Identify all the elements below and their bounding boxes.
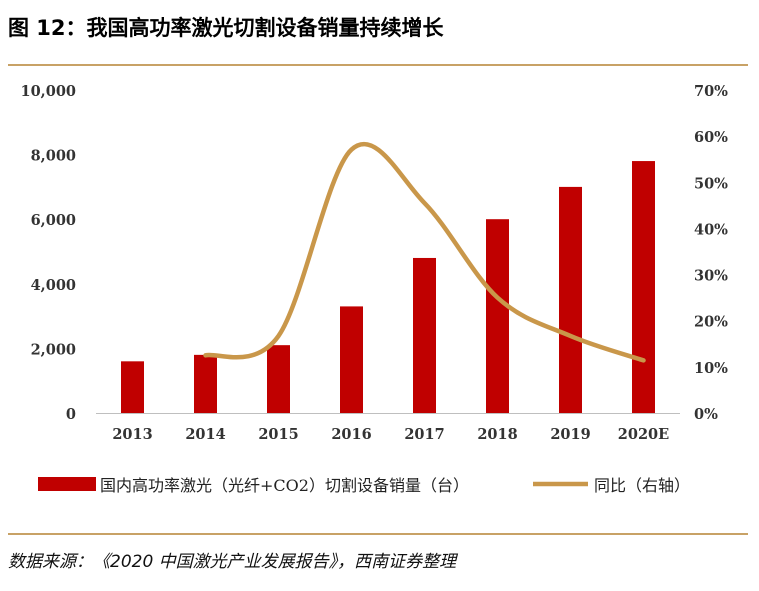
- y2-tick-label: 0%: [694, 406, 718, 423]
- bar: [121, 361, 144, 413]
- source-note: 数据来源：《2020 中国激光产业发展报告》，西南证券整理: [8, 552, 457, 572]
- legend-swatch-bar: [38, 477, 96, 491]
- right-axis-ticks: 0% 10% 20% 30% 40% 50% 60% 70%: [694, 83, 728, 423]
- bar-series: [121, 161, 655, 413]
- y2-tick-label: 20%: [694, 314, 728, 331]
- bar: [340, 306, 363, 413]
- legend: 国内高功率激光（光纤+CO2）切割设备销量（台） 同比（右轴）: [38, 476, 690, 495]
- figure-title: 图 12：我国高功率激光切割设备销量持续增长: [8, 16, 444, 40]
- x-tick-label: 2020E: [618, 426, 669, 443]
- y2-tick-label: 60%: [694, 129, 728, 146]
- y-tick-label: 6,000: [31, 212, 76, 229]
- bar: [267, 345, 290, 413]
- y2-tick-label: 50%: [694, 175, 728, 192]
- legend-label-line: 同比（右轴）: [594, 476, 690, 495]
- x-tick-label: 2015: [258, 426, 298, 443]
- bar: [413, 257, 436, 413]
- bar: [632, 161, 655, 413]
- y2-tick-label: 40%: [694, 221, 728, 238]
- y-tick-label: 10,000: [21, 83, 77, 100]
- y2-tick-label: 70%: [694, 83, 728, 100]
- y-tick-label: 4,000: [31, 277, 76, 294]
- x-tick-label: 2019: [550, 426, 590, 443]
- x-tick-label: 2016: [331, 426, 371, 443]
- left-axis-ticks: 0 2,000 4,000 6,000 8,000 10,000: [21, 83, 77, 423]
- bar: [486, 219, 509, 413]
- y-tick-label: 0: [66, 406, 76, 423]
- x-tick-label: 2013: [112, 426, 152, 443]
- yoy-line: [203, 141, 646, 363]
- legend-label-bar: 国内高功率激光（光纤+CO2）切割设备销量（台）: [100, 476, 469, 495]
- x-axis-ticks: 2013 2014 2015 2016 2017 2018 2019 2020E: [112, 426, 669, 443]
- x-tick-label: 2018: [477, 426, 517, 443]
- y-tick-label: 8,000: [31, 148, 76, 165]
- chart: 0 2,000 4,000 6,000 8,000 10,000 0% 10% 20% 30% 4…: [21, 83, 729, 495]
- y-tick-label: 2,000: [31, 341, 76, 358]
- y2-tick-label: 30%: [694, 268, 728, 285]
- x-tick-label: 2017: [404, 426, 444, 443]
- bar: [194, 354, 217, 413]
- bar: [559, 186, 582, 413]
- bottom-divider: [8, 533, 748, 535]
- x-tick-label: 2014: [185, 426, 225, 443]
- y2-tick-label: 10%: [694, 360, 728, 377]
- top-divider: [8, 64, 748, 66]
